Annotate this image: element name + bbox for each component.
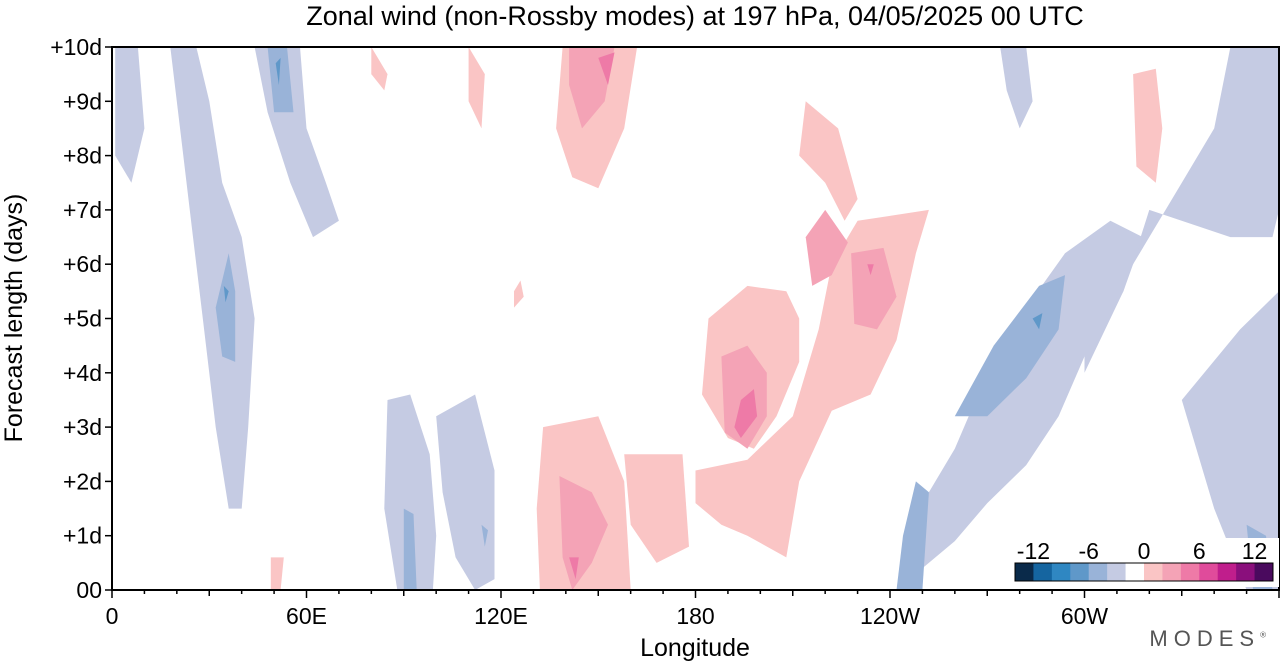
westerly-anomaly-region-12 [371, 47, 388, 91]
westerly-anomaly-region-32 [851, 247, 897, 330]
easterly-anomaly-region-0 [170, 47, 255, 509]
colorbar-swatch [1051, 563, 1071, 581]
westerly-anomaly-region-39 [867, 264, 874, 276]
x-tick-label: 180 [676, 603, 714, 629]
easterly-anomaly-region-2 [115, 47, 145, 183]
easterly-anomaly-region-23 [403, 508, 417, 590]
easterly-anomaly-region-7 [1181, 291, 1279, 590]
colorbar-label: 6 [1193, 538, 1206, 564]
easterly-anomaly-region-26 [896, 481, 929, 590]
colorbar-swatch [1033, 563, 1053, 581]
y-axis: 00 +1d +2d +3d +4d +5d +6d +7d +8d +9d +10d [50, 34, 112, 603]
westerly-anomaly-region-16 [799, 101, 858, 221]
colorbar-swatch [1088, 563, 1108, 581]
colorbar-label: 12 [1242, 538, 1268, 564]
y-tick-label: +10d [50, 34, 102, 60]
x-tick-label: 60W [1061, 603, 1109, 629]
easterly-anomaly-region-8 [1000, 47, 1033, 129]
colorbar-label: 0 [1138, 538, 1151, 564]
westerly-anomaly-region-30 [721, 345, 767, 449]
x-axis-label: Longitude [640, 634, 750, 662]
easterly-anomaly-region-24 [481, 524, 488, 547]
easterly-anomaly-region-22 [267, 47, 294, 113]
y-tick-label: +9d [63, 88, 102, 114]
colorbar-label: -12 [1017, 538, 1050, 564]
westerly-anomaly-region-36 [598, 52, 615, 85]
colorbar-swatch [1107, 563, 1127, 581]
y-axis-label: Forecast length (days) [0, 194, 28, 443]
easterly-anomaly-region-34 [275, 57, 281, 85]
y-tick-label: +4d [63, 360, 102, 386]
easterly-anomaly-region-6 [909, 220, 1143, 569]
x-tick-label: 0 [106, 603, 119, 629]
chart-title: Zonal wind (non-Rossby modes) at 197 hPa… [306, 1, 1083, 31]
colorbar-swatch [1162, 563, 1182, 581]
colorbar-label: -6 [1078, 538, 1098, 564]
westerly-anomaly-region-18 [1133, 68, 1163, 183]
plot-area: 0 60E 120E 180 120W 60W 00 +1d +2d +3d +4d +5d +6d +… [50, 34, 1280, 629]
easterly-anomaly-region-3 [384, 394, 437, 590]
colorbar-swatch [1254, 563, 1274, 581]
colorbar-swatch [1236, 563, 1256, 581]
x-tick-label: 120W [860, 603, 920, 629]
colorbar-swatch [1015, 563, 1034, 581]
modes-logo: MODES® [1149, 626, 1266, 651]
wind-contour-fields [115, 47, 1279, 590]
westerly-anomaly-region-37 [569, 557, 579, 580]
westerly-anomaly-region-38 [734, 389, 758, 438]
westerly-anomaly-region-19 [514, 280, 524, 308]
y-tick-label: +3d [63, 414, 102, 440]
y-tick-label: +6d [63, 251, 102, 277]
easterly-anomaly-region-4 [436, 394, 495, 590]
westerly-anomaly-region-11 [468, 47, 485, 129]
colorbar-swatch [1144, 563, 1163, 581]
x-axis: 0 60E 120E 180 120W 60W [106, 590, 1280, 629]
easterly-anomaly-region-25 [954, 275, 1065, 417]
y-tick-label: +7d [63, 197, 102, 223]
y-tick-label: +2d [63, 468, 102, 494]
colorbar-swatch [1199, 563, 1219, 581]
colorbar-swatch [1070, 563, 1090, 581]
easterly-anomaly-region-21 [215, 253, 236, 362]
colorbar-swatch [1125, 563, 1145, 581]
y-tick-label: 00 [76, 577, 102, 603]
y-tick-label: +5d [63, 306, 102, 332]
easterly-anomaly-region-33 [223, 285, 229, 303]
colorbar-frame [1014, 562, 1274, 582]
x-tick-label: 120E [474, 603, 528, 629]
colorbar-swatch [1217, 563, 1237, 581]
colorbar: -12 -6 0 6 12 [1009, 538, 1279, 587]
y-tick-label: +8d [63, 143, 102, 169]
x-tick-label: 60E [286, 603, 327, 629]
westerly-anomaly-region-31 [805, 209, 848, 286]
easterly-anomaly-region-35 [1032, 313, 1043, 330]
easterly-anomaly-region-5 [1084, 47, 1279, 373]
westerly-anomaly-region-20 [270, 557, 284, 590]
westerly-anomaly-region-15 [624, 454, 689, 563]
colorbar-swatch [1180, 563, 1200, 581]
y-tick-label: +1d [63, 523, 102, 549]
